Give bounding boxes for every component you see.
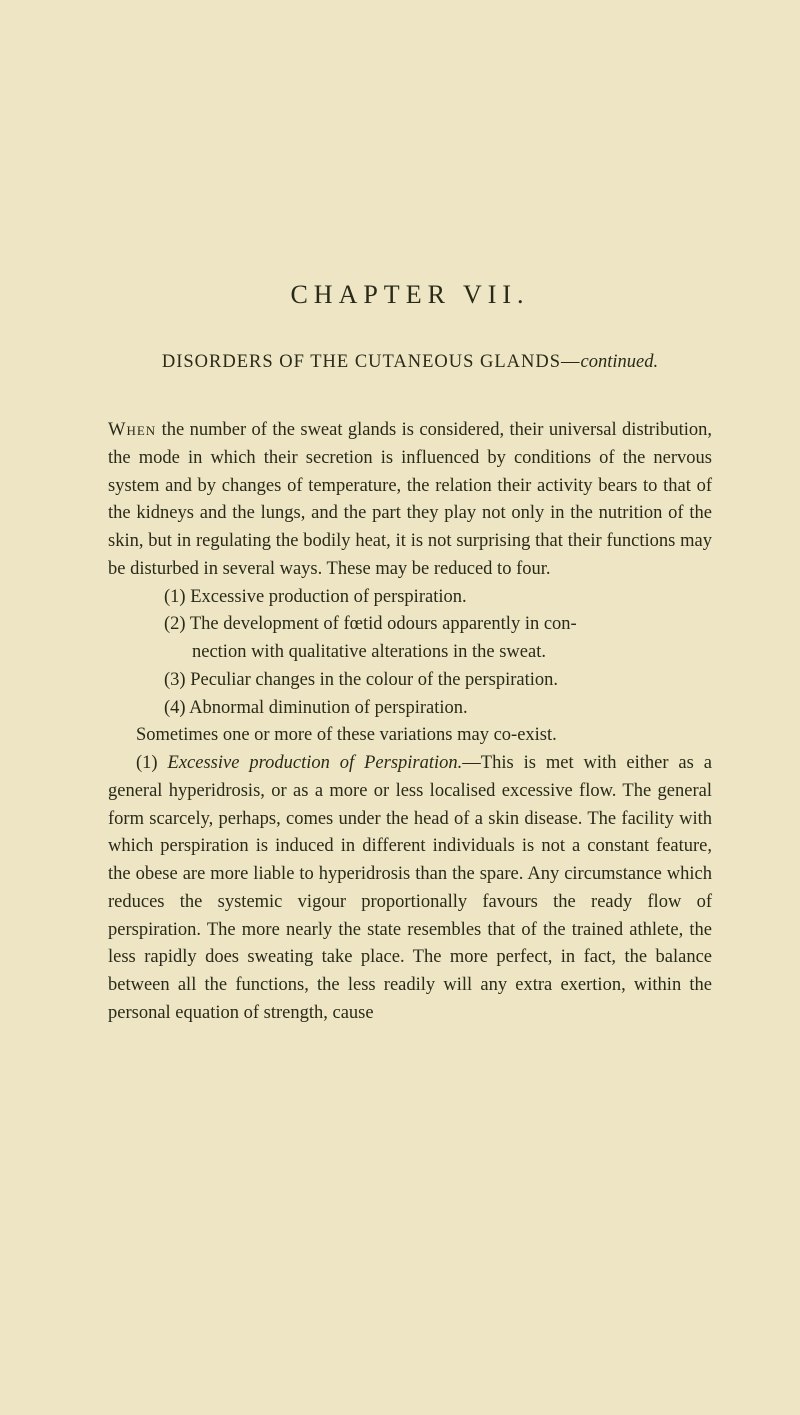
paragraph-3-italic: Excessive production of Perspiration. (168, 753, 463, 773)
paragraph-1-rest: the number of the sweat glands is consid… (108, 420, 712, 579)
list-item-3: (3) Peculiar changes in the colour of th… (108, 667, 712, 695)
list-item-2a: (2) The development of fœtid odours appa… (108, 611, 712, 639)
chapter-subheading: DISORDERS OF THE CUTANEOUS GLANDS—contin… (108, 352, 712, 373)
list-item-2b: nection with qualitative alterations in … (108, 639, 712, 667)
subheading-main: DISORDERS OF THE CUTANEOUS GLANDS— (162, 352, 581, 372)
paragraph-3: (1) Excessive production of Perspiration… (108, 750, 712, 1028)
body-text: When the number of the sweat glands is c… (108, 417, 712, 1028)
paragraph-2: Sometimes one or more of these variation… (108, 722, 712, 750)
list-item-4: (4) Abnormal diminution of perspiration. (108, 695, 712, 723)
paragraph-3-rest: —This is met with either as a general hy… (108, 753, 712, 1023)
list-item-1: (1) Excessive production of perspiration… (108, 584, 712, 612)
paragraph-3-prefix: (1) (136, 753, 168, 773)
subheading-italic: continued. (581, 352, 659, 372)
paragraph-1: When the number of the sweat glands is c… (108, 417, 712, 584)
paragraph-1-lead: When (108, 420, 156, 440)
chapter-heading: CHAPTER VII. (108, 280, 712, 310)
